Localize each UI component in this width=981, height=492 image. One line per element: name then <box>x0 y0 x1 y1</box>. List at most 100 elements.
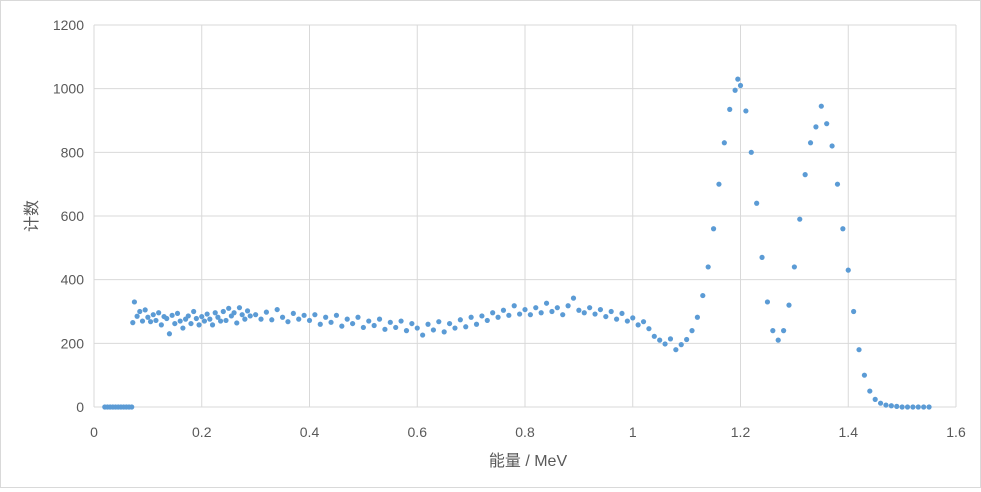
x-axis-title: 能量 / MeV <box>489 452 568 470</box>
data-point <box>328 319 334 325</box>
data-point <box>716 181 722 187</box>
y-tick-label: 200 <box>61 335 85 351</box>
data-point <box>856 347 862 353</box>
data-point <box>673 347 679 353</box>
data-point <box>134 313 140 319</box>
data-point <box>689 328 695 334</box>
data-point <box>490 310 496 316</box>
data-point <box>603 313 609 320</box>
data-point <box>366 318 372 324</box>
data-point <box>651 333 657 339</box>
data-point <box>333 312 340 318</box>
data-point <box>678 342 684 348</box>
data-point <box>748 149 754 155</box>
data-point <box>694 314 701 320</box>
data-point <box>710 226 717 232</box>
data-point <box>172 320 178 327</box>
data-point <box>339 323 345 329</box>
data-point <box>209 322 216 328</box>
data-point <box>185 313 191 319</box>
data-point <box>436 319 442 325</box>
data-point <box>301 312 307 318</box>
data-point <box>414 325 420 331</box>
data-point <box>807 140 814 146</box>
data-point <box>926 404 932 410</box>
data-point <box>145 314 151 320</box>
data-point <box>732 87 738 93</box>
data-point <box>382 326 388 332</box>
data-point <box>158 322 164 328</box>
data-point <box>834 181 841 187</box>
data-point <box>253 312 259 318</box>
data-point <box>409 320 415 327</box>
data-point <box>279 314 286 320</box>
data-point <box>915 404 921 410</box>
data-point <box>215 314 221 320</box>
data-point <box>560 312 566 318</box>
data-point <box>153 317 159 324</box>
data-point <box>452 325 458 331</box>
data-point <box>538 310 544 316</box>
data-point <box>818 103 824 109</box>
gridlines <box>94 24 957 407</box>
data-point <box>376 316 383 322</box>
x-tick-label: 0.2 <box>192 424 212 440</box>
data-point <box>786 302 792 308</box>
data-point <box>258 316 264 322</box>
data-point <box>543 300 550 306</box>
data-point <box>473 321 480 327</box>
data-point <box>193 315 199 322</box>
data-point <box>587 305 593 311</box>
data-point <box>877 400 884 406</box>
data-point <box>813 124 819 130</box>
data-point <box>468 314 474 320</box>
data-point <box>608 308 614 315</box>
x-tick-labels: 0 0.2 0.4 0.6 0.8 1 1.2 1.4 1.6 <box>90 424 966 440</box>
data-point <box>150 312 156 318</box>
data-point <box>754 200 760 206</box>
data-point <box>872 396 878 402</box>
data-points <box>102 76 932 410</box>
data-point <box>218 318 224 324</box>
data-point <box>867 388 873 394</box>
data-point <box>764 299 771 305</box>
data-point <box>201 318 208 324</box>
data-point <box>802 172 808 178</box>
data-point <box>824 121 830 127</box>
data-point <box>506 312 512 318</box>
x-tick-label: 1.2 <box>731 424 751 440</box>
data-point <box>640 319 647 325</box>
y-tick-label: 1200 <box>53 17 84 33</box>
data-point <box>350 320 356 327</box>
data-point <box>527 312 533 318</box>
data-point <box>223 317 229 324</box>
data-point <box>441 329 447 335</box>
data-point <box>484 317 490 324</box>
data-point <box>188 320 194 327</box>
data-point <box>137 308 143 315</box>
data-point <box>662 341 668 347</box>
data-point <box>770 328 776 334</box>
data-point <box>239 312 245 318</box>
data-point <box>495 314 501 320</box>
data-point <box>549 308 555 315</box>
data-point <box>142 307 148 313</box>
data-point <box>323 314 329 320</box>
data-point <box>360 324 366 331</box>
data-point <box>156 310 162 316</box>
data-point <box>705 264 711 270</box>
x-tick-label: 0.8 <box>515 424 535 440</box>
data-point <box>387 319 393 325</box>
data-point <box>743 108 749 114</box>
data-point <box>657 337 663 343</box>
data-point <box>910 404 916 410</box>
data-point <box>174 310 181 317</box>
data-point <box>420 332 426 338</box>
y-axis-title: 计数 <box>23 200 41 232</box>
data-point <box>894 403 900 409</box>
y-tick-label: 1000 <box>53 81 84 97</box>
data-point <box>139 318 146 324</box>
data-point <box>430 327 437 333</box>
data-point <box>169 312 175 318</box>
